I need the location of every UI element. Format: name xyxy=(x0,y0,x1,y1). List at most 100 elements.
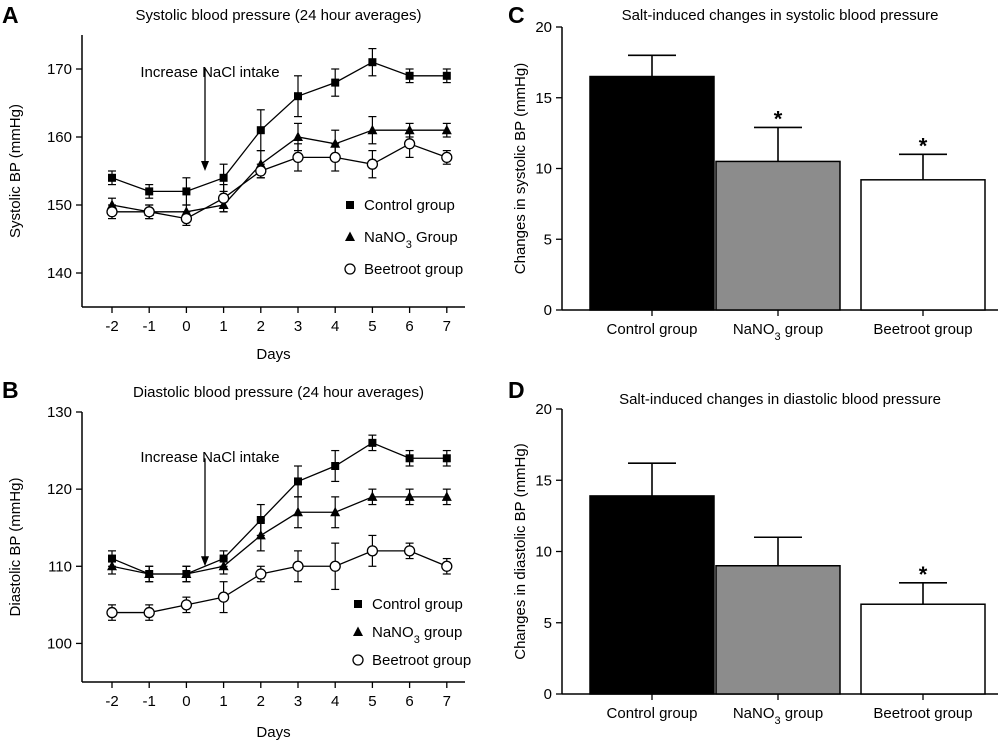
data-point xyxy=(442,454,451,463)
data-point xyxy=(292,560,304,572)
data-point xyxy=(441,124,452,135)
legend-label: Beetroot group xyxy=(364,261,463,278)
bar xyxy=(715,160,841,311)
data-point xyxy=(294,477,302,486)
panel-letter: A xyxy=(2,2,19,28)
data-point xyxy=(255,165,267,177)
y-tick-label: 20 xyxy=(535,401,552,418)
series-square xyxy=(108,47,451,206)
x-tick-label-part: 3 xyxy=(775,715,781,727)
series-line xyxy=(112,550,448,614)
x-tick-label: Control group xyxy=(607,705,698,722)
data-point xyxy=(404,491,415,501)
bar-group: * xyxy=(715,106,841,311)
chart-title: Diastolic blood pressure (24 hour averag… xyxy=(133,384,424,401)
legend-label-part: Group xyxy=(412,229,458,246)
x-tick-label: 5 xyxy=(368,693,376,710)
x-tick-label-part: Beetroot group xyxy=(873,705,972,722)
x-tick-label-part: Control group xyxy=(607,321,698,338)
data-point xyxy=(366,545,379,557)
x-tick-label: NaNO3 group xyxy=(733,321,823,343)
series-triangle xyxy=(107,488,452,583)
data-point xyxy=(182,187,191,196)
panel-letter: C xyxy=(508,2,525,28)
x-axis-label: Days xyxy=(256,724,290,741)
x-tick-label: 4 xyxy=(331,318,339,335)
series-line xyxy=(111,129,447,213)
x-tick-label: 3 xyxy=(294,318,302,335)
legend-label: Beetroot group xyxy=(372,652,471,669)
x-tick-label: 6 xyxy=(405,318,413,335)
data-point xyxy=(405,454,414,463)
data-point xyxy=(218,560,229,571)
panel-letter: B xyxy=(2,377,19,403)
data-point xyxy=(403,545,416,557)
x-tick-label: -1 xyxy=(143,693,156,710)
bar xyxy=(715,565,841,695)
x-tick-label: Beetroot group xyxy=(873,321,972,338)
y-axis-label: Diastolic BP (mmHg) xyxy=(7,478,24,617)
data-point xyxy=(330,138,341,148)
panel-b: B Diastolic blood pressure (24 hour avera… xyxy=(2,377,471,741)
data-point xyxy=(441,560,453,572)
x-tick-label: -2 xyxy=(105,318,118,335)
bar xyxy=(860,603,986,695)
y-axis-label: Changes in diastolic BP (mmHg) xyxy=(512,443,529,659)
x-tick-label: NaNO3 group xyxy=(733,705,823,727)
y-tick-label: 10 xyxy=(535,161,552,178)
legend-marker xyxy=(344,263,356,275)
data-point xyxy=(292,151,304,164)
x-tick-label: 3 xyxy=(294,693,302,710)
x-tick-label: 4 xyxy=(331,693,339,710)
data-point xyxy=(217,591,230,603)
data-point xyxy=(106,206,118,218)
chart-title: Salt-induced changes in systolic blood p… xyxy=(622,7,939,24)
legend-label: Control group xyxy=(364,197,455,214)
y-tick-label: 5 xyxy=(544,615,552,632)
data-point xyxy=(331,78,340,87)
legend-label-part: NaNO xyxy=(372,624,414,641)
data-point xyxy=(143,206,155,218)
data-point xyxy=(180,599,193,611)
x-tick-label: -1 xyxy=(143,318,156,335)
x-tick-label-part: 3 xyxy=(775,331,781,343)
y-tick-label: 0 xyxy=(544,302,552,319)
x-tick-label: 1 xyxy=(219,693,227,710)
data-point xyxy=(107,560,117,571)
significance-marker: * xyxy=(919,562,928,587)
data-point xyxy=(294,92,302,101)
data-point xyxy=(441,491,452,501)
data-point xyxy=(368,58,377,67)
data-point xyxy=(219,173,228,182)
data-point xyxy=(405,71,414,80)
bar xyxy=(589,75,715,311)
data-point xyxy=(441,151,453,164)
x-tick-label-part: NaNO xyxy=(733,321,775,338)
y-tick-label: 140 xyxy=(47,265,72,282)
y-tick-label: 15 xyxy=(535,90,552,107)
y-tick-label: 5 xyxy=(544,231,552,248)
y-tick-label: 20 xyxy=(535,19,552,36)
data-point xyxy=(181,206,192,216)
x-tick-label: -2 xyxy=(105,693,118,710)
data-point xyxy=(367,124,378,135)
x-tick-label: Control group xyxy=(607,321,698,338)
legend-label: Control group xyxy=(372,596,463,613)
bar xyxy=(860,179,986,311)
data-point xyxy=(293,131,303,141)
data-point xyxy=(329,151,341,164)
legend-marker xyxy=(346,201,354,209)
bar-group xyxy=(715,536,841,695)
x-tick-label: 2 xyxy=(257,693,265,710)
x-tick-label: 0 xyxy=(182,693,190,710)
y-tick-label: 0 xyxy=(544,686,552,703)
x-tick-label-part: group xyxy=(781,705,824,722)
x-tick-label-part: group xyxy=(781,321,824,338)
y-tick-label: 150 xyxy=(47,197,72,214)
legend-marker xyxy=(345,231,355,241)
annotation-arrowhead xyxy=(201,161,209,171)
y-tick-label: 110 xyxy=(48,558,72,575)
x-tick-label: 5 xyxy=(368,318,376,335)
legend-label-part: 3 xyxy=(414,634,420,646)
x-tick-label: 2 xyxy=(257,318,265,335)
